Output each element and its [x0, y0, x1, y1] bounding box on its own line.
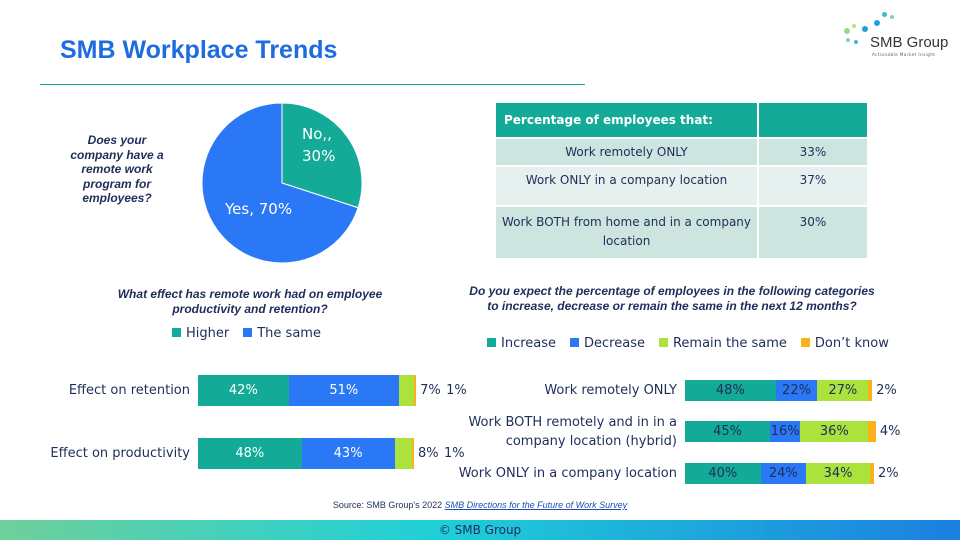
legend-item: Decrease: [570, 336, 645, 351]
table-row: Work remotely ONLY 33%: [496, 137, 869, 166]
bar-segment: 45%: [685, 421, 771, 442]
category-label: Effect on retention: [68, 383, 190, 398]
data-label: 40%: [708, 466, 738, 481]
legend-item: Don’t know: [800, 336, 889, 351]
legend-swatch: [570, 338, 580, 347]
row-label: Work BOTH from home and in a company loc…: [496, 205, 759, 258]
data-label: 8%: [418, 446, 439, 461]
logo-tagline: Actionable Market Insight: [872, 52, 936, 57]
bar-segment: [868, 421, 876, 442]
right-chart-title: Do you expect the percentage of employee…: [469, 284, 875, 313]
bar-segment: [394, 438, 412, 469]
data-label: 51%: [329, 383, 359, 398]
data-label: 2%: [878, 466, 899, 481]
bar-segment: [411, 438, 414, 469]
stacked-bar: 42% 51% 7% 1%: [198, 375, 467, 406]
legend-swatch: [487, 338, 496, 347]
pie-slice-no: [281, 102, 363, 209]
bar-segment: 42%: [198, 375, 289, 406]
category-label: Effect on productivity: [50, 446, 190, 461]
source-link[interactable]: SMB Directions for the Future of Work Su…: [444, 500, 628, 510]
bar-segment: 34%: [805, 463, 871, 484]
left-chart-title: What effect has remote work had on emplo…: [117, 287, 383, 316]
legend-label: Higher: [186, 326, 230, 341]
category-label: Work BOTH remotely and in in a company l…: [468, 414, 677, 449]
data-label: 4%: [879, 424, 901, 439]
stacked-bar: 40% 24% 34% 2%: [685, 463, 899, 484]
legend-label: The same: [257, 326, 321, 341]
bar-segment: 22%: [775, 380, 818, 401]
stacked-bar: 48% 22% 27% 2%: [685, 380, 897, 401]
legend-label: Increase: [501, 336, 557, 351]
row-label: Work remotely ONLY: [496, 137, 759, 166]
page-title: SMB Workplace Trends: [60, 36, 338, 64]
table-header: Percentage of employees that:: [496, 103, 759, 138]
logo-name: SMB Group: [870, 34, 949, 51]
data-label: 34%: [823, 466, 853, 481]
legend-item: The same: [243, 326, 321, 341]
pie-label: No,, 30%: [302, 125, 335, 165]
legend-swatch: [658, 338, 668, 347]
legend-item: Increase: [487, 336, 556, 351]
data-label: 16%: [770, 424, 800, 439]
table-header-blank: [758, 103, 869, 138]
pie-chart: No,, 30% Yes, 70%: [201, 102, 363, 264]
source-prefix: Source: SMB Group's 2022: [332, 500, 445, 510]
data-label: 42%: [228, 383, 258, 398]
row-value: 33%: [758, 137, 869, 166]
row-label: Work ONLY in a company location: [496, 165, 759, 206]
bar-segment: 24%: [760, 463, 806, 484]
pie-question: Does your company have a remote work pro…: [70, 133, 164, 205]
legend-item: Higher: [172, 326, 229, 341]
bar-segment: 36%: [800, 421, 869, 442]
bar-segment: [414, 375, 417, 406]
data-label: 36%: [819, 424, 849, 439]
category-label: Work remotely ONLY: [544, 383, 677, 398]
data-label: 27%: [828, 383, 858, 398]
bar-segment: 48%: [685, 380, 776, 401]
pie-label: Yes, 70%: [224, 200, 292, 218]
data-label: 2%: [876, 383, 897, 398]
bar-segment: 51%: [288, 375, 399, 406]
title-divider: [40, 84, 585, 85]
right-chart-legend: Increase Decrease Remain the same Don’t kno…: [487, 336, 889, 351]
table-row: Work BOTH from home and in a company loc…: [496, 205, 869, 258]
legend-swatch: [243, 328, 253, 337]
bar-segment: 27%: [817, 380, 869, 401]
bar-segment: 16%: [770, 421, 801, 442]
legend-label: Remain the same: [672, 336, 787, 351]
data-label: 1%: [446, 383, 467, 398]
bar-segment: 40%: [685, 463, 761, 484]
stacked-bar: 45% 16% 36% 4%: [685, 421, 901, 442]
employee-percentage-table: Percentage of employees that: Work remot…: [496, 103, 869, 258]
stacked-bar: 48% 43% 8% 1%: [198, 438, 465, 469]
footer-bar: © SMB Group: [0, 520, 960, 540]
bar-segment: [868, 380, 873, 401]
legend-label: Decrease: [584, 336, 645, 351]
data-label: 1%: [444, 446, 465, 461]
source-note: Source: SMB Group's 2022 SMB Directions …: [0, 500, 960, 510]
smb-group-logo: SMB Group Actionable Market Insight: [842, 10, 952, 60]
data-label: 45%: [713, 424, 742, 439]
bar-segment: 48%: [198, 438, 302, 469]
left-chart-legend: Higher The same: [172, 326, 321, 341]
data-label: 24%: [768, 466, 798, 481]
row-value: 30%: [758, 205, 869, 258]
data-label: 48%: [235, 446, 265, 461]
category-label: Work ONLY in a company location: [458, 466, 677, 481]
legend-swatch: [172, 328, 181, 337]
legend-label: Don’t know: [814, 336, 889, 351]
table-row: Work ONLY in a company location 37%: [496, 165, 869, 206]
bar-segment: [870, 463, 874, 484]
data-label: 22%: [782, 383, 811, 398]
bar-segment: [398, 375, 414, 406]
legend-swatch: [800, 338, 810, 347]
legend-item: Remain the same: [658, 336, 787, 351]
data-label: 7%: [420, 383, 441, 398]
bar-segment: 43%: [301, 438, 395, 469]
row-value: 37%: [758, 165, 869, 206]
data-label: 48%: [715, 383, 745, 398]
data-label: 43%: [333, 446, 363, 461]
pie-slice-yes: [201, 102, 359, 264]
